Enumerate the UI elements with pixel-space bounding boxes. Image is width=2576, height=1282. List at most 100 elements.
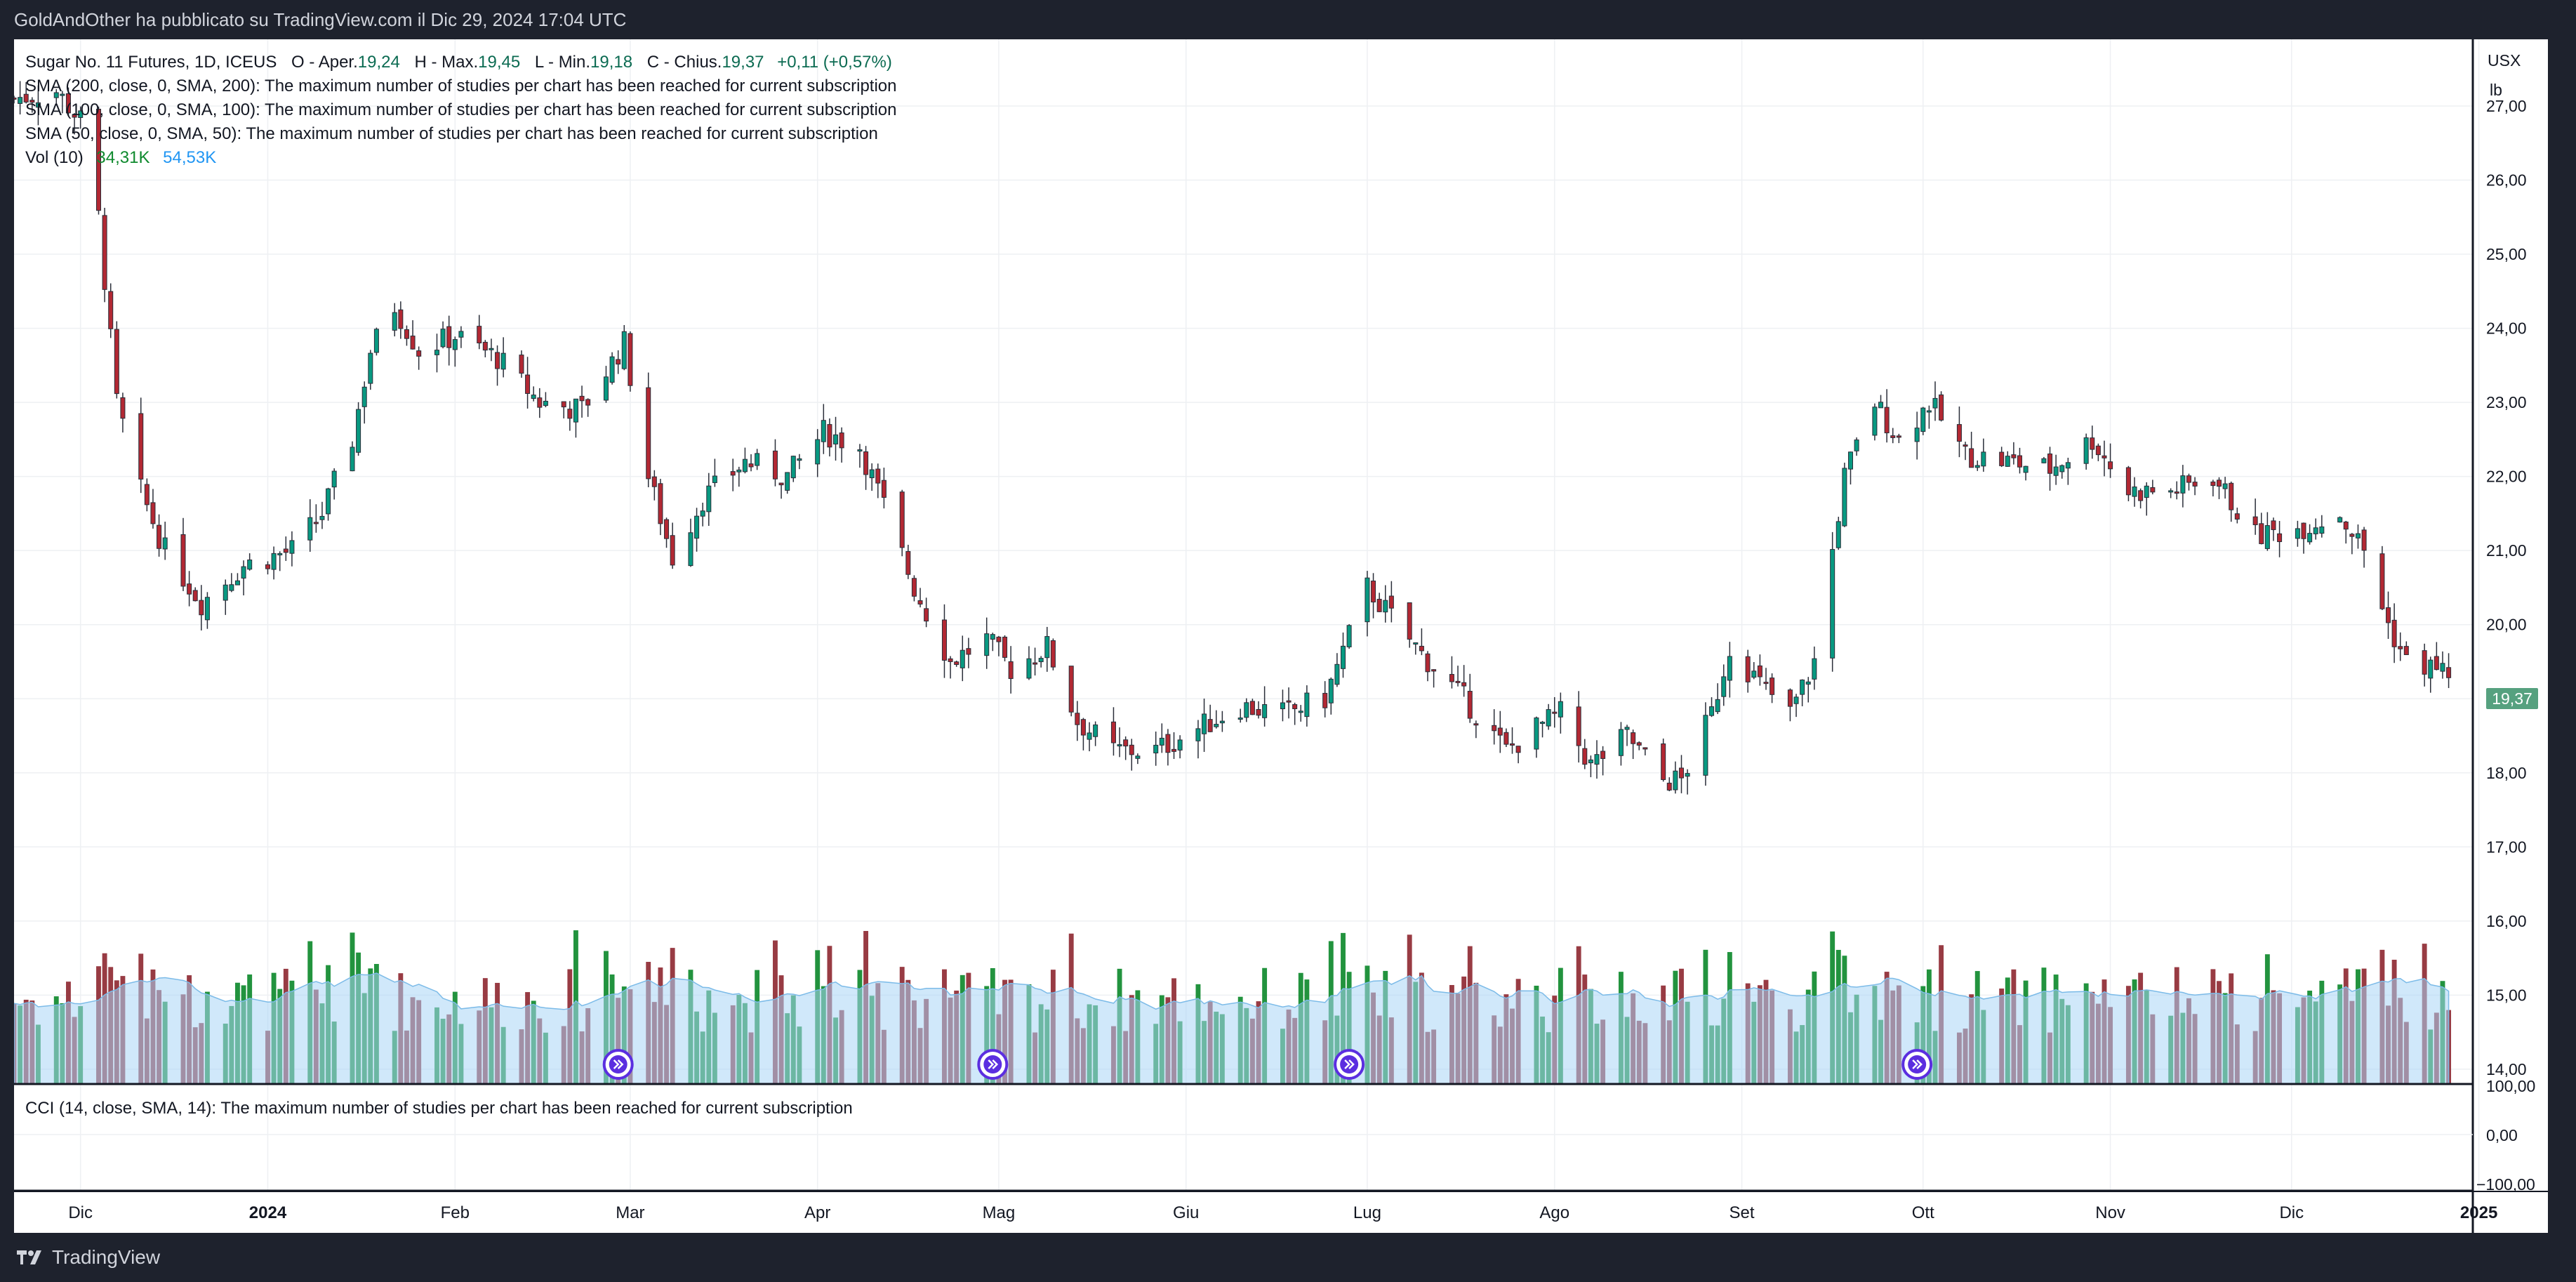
candle (1715, 699, 1720, 713)
volume-ma-area (13, 972, 2450, 1085)
event-marker-icon[interactable] (1901, 1049, 1933, 1080)
candle (1135, 755, 1141, 759)
candle (1244, 702, 1249, 718)
candle (881, 480, 887, 498)
cci-tick-neg100: −100,00 (2476, 1175, 2535, 1194)
tradingview-icon (17, 1250, 41, 1264)
candle (1177, 739, 1183, 751)
candle (1280, 702, 1285, 710)
candle (1576, 706, 1581, 746)
event-marker-icon[interactable] (602, 1049, 634, 1080)
candle (1195, 728, 1201, 741)
candle (29, 100, 35, 103)
price-tick-label: 23,00 (2486, 393, 2527, 411)
candle (157, 524, 162, 549)
candle (706, 485, 712, 513)
candle (1171, 748, 1177, 752)
candle (144, 484, 150, 505)
time-tick-label: Lug (1353, 1203, 1381, 1222)
candle (941, 619, 947, 661)
candle (289, 540, 295, 554)
legend-volume[interactable]: Vol (10) 34,31K 54,53K (25, 148, 216, 167)
candle (162, 537, 168, 550)
price-tick-label: 17,00 (2486, 838, 2527, 856)
candle (1709, 706, 1715, 716)
time-tick-label: Feb (441, 1203, 470, 1222)
time-tick-label: Dic (2279, 1203, 2304, 1222)
legend-sma200[interactable]: SMA (200, close, 0, SMA, 200): The maxim… (25, 77, 896, 95)
legend-change: +0,11 (+0,57%) (777, 53, 892, 72)
chart-area[interactable]: USX lb 27,00 26,00 25,00 24,00 23,00 22,00 21,… (11, 39, 2548, 1233)
footer: TradingView (0, 1233, 2576, 1282)
candle (2403, 646, 2409, 656)
candle (1492, 725, 1497, 732)
candle (1552, 711, 1558, 714)
candle (1854, 440, 1859, 451)
candle (537, 397, 543, 408)
candle (1449, 674, 1454, 682)
event-marker-icon[interactable] (1334, 1049, 1365, 1080)
candle (911, 578, 917, 597)
candle (229, 584, 234, 591)
price-chart[interactable]: USX lb 27,00 26,00 25,00 24,00 23,00 22,00 21,… (11, 39, 2548, 1233)
candle (1757, 665, 1762, 678)
time-tick-label: Mag (983, 1203, 1016, 1222)
candle (2095, 445, 2101, 456)
time-tick-label: Apr (804, 1203, 830, 1222)
candle (1304, 692, 1310, 718)
candle (65, 93, 71, 114)
candle (1407, 602, 1412, 640)
candle (1800, 679, 1805, 695)
candle (2210, 481, 2216, 487)
candle (875, 468, 881, 484)
candle (543, 400, 548, 407)
candle (917, 600, 923, 604)
candle (2391, 619, 2397, 647)
candle (1999, 451, 2005, 466)
candle (2011, 454, 2017, 458)
candle (905, 550, 911, 575)
price-tick-label: 16,00 (2486, 912, 2527, 930)
candle (452, 339, 458, 350)
candle (2343, 521, 2349, 530)
candle (1365, 577, 1370, 623)
candle (1661, 743, 1666, 780)
candle (1926, 410, 1932, 413)
candle (2138, 490, 2144, 501)
candle (1546, 709, 1551, 727)
legend-cci[interactable]: CCI (14, close, SMA, 14): The maximum nu… (25, 1099, 853, 1118)
legend-symbol: Sugar No. 11 Futures, 1D, ICEUS (25, 53, 277, 72)
candle (307, 517, 313, 541)
legend-sma100[interactable]: SMA (100, close, 0, SMA, 100): The maxim… (25, 100, 896, 119)
candle (1666, 782, 1672, 791)
candle (11, 97, 17, 100)
candle (187, 583, 192, 595)
candle (2229, 482, 2234, 510)
legend-sma50[interactable]: SMA (50, close, 0, SMA, 50): The maximum… (25, 124, 878, 143)
candle (477, 326, 482, 344)
event-marker-icon[interactable] (977, 1049, 1009, 1080)
candle (924, 608, 929, 622)
candle (1214, 724, 1219, 727)
tradingview-logo[interactable]: TradingView (15, 1246, 160, 1269)
time-tick-label: Set (1729, 1203, 1755, 1222)
candle (1793, 696, 1799, 704)
candle (1594, 754, 1600, 765)
candle (2271, 520, 2276, 530)
candle (1830, 549, 1835, 659)
candle (138, 413, 144, 480)
price-tick-label: 25,00 (2486, 245, 2527, 263)
candle (489, 348, 494, 350)
candle (1002, 636, 1008, 658)
candle (1805, 681, 1811, 685)
candle (664, 519, 670, 539)
candle (416, 350, 422, 357)
candle (1969, 448, 1974, 468)
candle (646, 387, 651, 480)
candle (53, 92, 59, 98)
candle (2277, 533, 2283, 543)
candle (621, 331, 627, 369)
candle (1974, 465, 1980, 468)
candle (2264, 525, 2270, 549)
candle (1509, 743, 1515, 746)
